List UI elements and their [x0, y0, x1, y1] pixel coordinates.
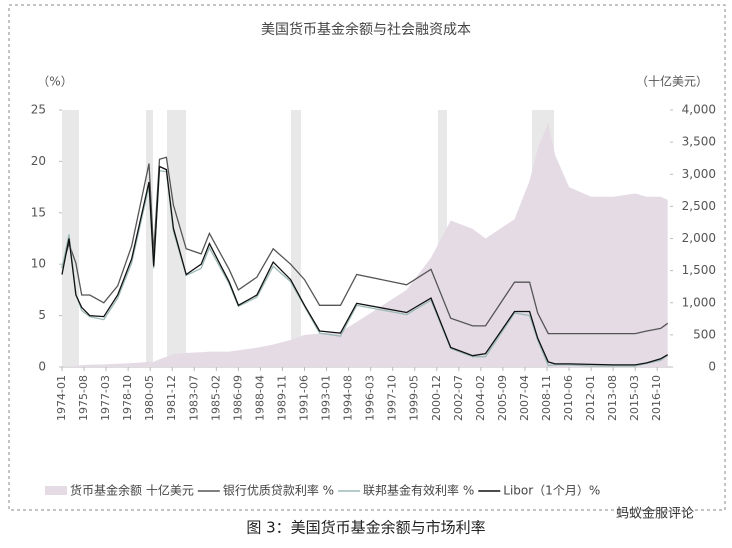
x-tick-label: 1974-01 [55, 375, 68, 421]
y2-tick-label: 2,000 [682, 231, 716, 245]
x-tick-label: 2016-10 [650, 375, 663, 421]
x-tick-label: 1988-04 [253, 375, 266, 421]
x-tick-label: 2007-04 [518, 375, 531, 421]
x-tick-label: 1997-10 [386, 375, 399, 421]
x-tick-label: 2008-11 [540, 375, 553, 421]
y-tick-label: 15 [31, 205, 46, 219]
x-tick-label: 2010-06 [562, 375, 575, 421]
x-tick-label: 1985-02 [209, 375, 222, 421]
x-tick-label: 1989-11 [275, 375, 288, 421]
x-tick-label: 1980-05 [143, 375, 156, 421]
y-axis-unit: （%） [37, 75, 72, 89]
frame [8, 4, 726, 511]
watermark: 蚂蚁金服评论 [616, 506, 694, 522]
plot: 0 5 10 15 20 25 0 500 1,000 1,500 2,000 2,500 3,000 3… [31, 103, 716, 498]
legend-label: Libor（1个月）% [503, 484, 600, 498]
area [62, 122, 668, 368]
x-tick-label: 1978-10 [121, 375, 134, 421]
x-tick-label: 1991-06 [298, 375, 311, 421]
y2-tick-label: 3,500 [682, 135, 716, 149]
x-tick-label: 2004-02 [474, 375, 487, 421]
x-tick-label: 2015-03 [628, 375, 641, 421]
recession-band [62, 110, 79, 367]
line [61, 169, 669, 367]
caption: 图 3：美国货币基金余额与市场利率 [246, 519, 485, 537]
x-tick-label: 2013-08 [606, 375, 619, 421]
y-tick-label: 5 [38, 308, 46, 322]
chart-title: 美国货币基金余额与社会融资成本 [261, 21, 471, 38]
x-tick-label: 1996-03 [364, 375, 377, 421]
x-tick-label: 2012-01 [584, 375, 597, 421]
x-tick-label: 1983-07 [187, 375, 200, 421]
y2-tick-label: 1,500 [682, 263, 716, 277]
y2-tick-label: 1,000 [682, 295, 716, 309]
line [61, 156, 669, 335]
y2-tick-label: 2,500 [682, 199, 716, 213]
x-tick-label: 2005-09 [496, 375, 509, 421]
legend-label: 货币基金余额 十亿美元 [70, 483, 194, 498]
x-tick-label: 1977-03 [99, 375, 112, 421]
legend-label: 联邦基金有效利率 % [363, 483, 474, 498]
y2-tick-label: 4,000 [682, 103, 716, 117]
y2-tick-label: 0 [708, 360, 716, 374]
x-tick-label: 1994-08 [342, 375, 355, 421]
legend-swatch [45, 486, 67, 495]
line [61, 165, 669, 366]
y2-tick-label: 3,000 [682, 167, 716, 181]
y-tick-label: 10 [31, 257, 46, 271]
x-tick-label: 1981-12 [165, 375, 178, 421]
y-tick-label: 20 [31, 154, 46, 168]
recession-band [291, 110, 301, 367]
x-tick-label: 1999-05 [408, 375, 421, 421]
x-tick-label: 2002-07 [452, 375, 465, 421]
y-tick-label: 25 [31, 103, 46, 117]
x-tick-label: 2000-12 [430, 375, 443, 421]
y2-axis-unit: （十亿美元） [636, 74, 708, 89]
x-tick-label: 1975-08 [77, 375, 90, 421]
legend-label: 银行优质贷款利率 % [223, 483, 334, 498]
x-tick-label: 1986-09 [231, 375, 244, 421]
x-tick-label: 1993-01 [320, 375, 333, 421]
y2-tick-label: 500 [693, 327, 716, 341]
y-tick-label: 0 [38, 360, 46, 374]
recession-band [146, 110, 153, 367]
